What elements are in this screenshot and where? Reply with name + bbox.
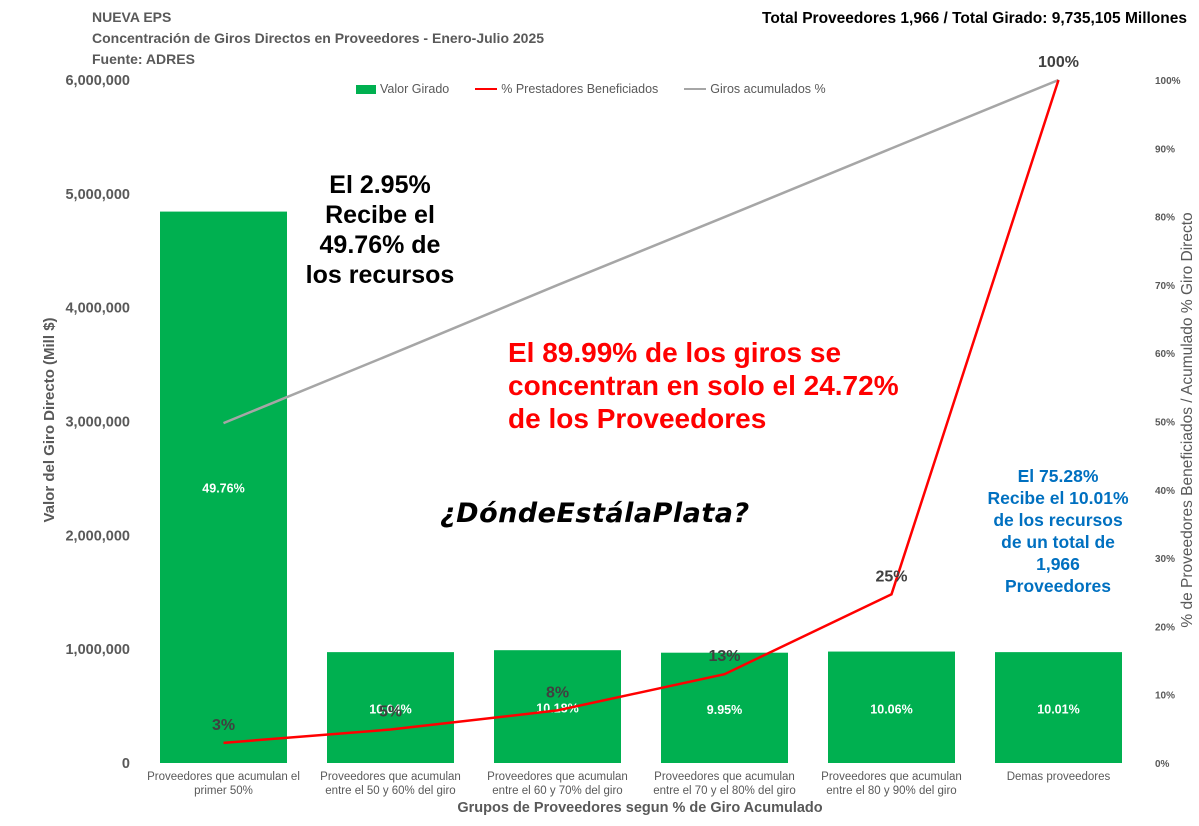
y2-tick-label: 10%: [1155, 691, 1175, 702]
annotation-top-share: El 2.95% Recibe el 49.76% de los recurso…: [305, 171, 455, 289]
line-label-4: 25%: [875, 568, 907, 585]
y-tick-label: 5,000,000: [65, 187, 130, 203]
total-summary: Total Proveedores 1,966 / Total Girado: …: [762, 10, 1187, 27]
legend-swatch-red: [475, 88, 498, 90]
y2-tick-label: 60%: [1155, 349, 1175, 360]
y2-tick-label: 30%: [1155, 554, 1175, 565]
y2-tick-label: 40%: [1155, 486, 1175, 497]
y2-tick-label: 80%: [1155, 213, 1175, 224]
y-tick-label: 4,000,000: [65, 301, 130, 317]
x-axis-title: Grupos de Proveedores segun % de Giro Ac…: [457, 800, 822, 816]
bar-label-1: 10.04%: [369, 703, 411, 717]
x-tick-label-3: entre el 70 y el 80% del giro: [653, 785, 796, 797]
y2-tick-label: 70%: [1155, 281, 1175, 292]
x-tick-label-1: entre el 50 y 60% del giro: [325, 785, 455, 797]
annotation-concentration: El 89.99% de los giros se concentran en …: [508, 337, 899, 434]
bar-0: [160, 211, 287, 764]
bar-label-3: 9.95%: [707, 703, 742, 717]
chart-org-title: NUEVA EPS: [92, 9, 172, 25]
line-label-5: 100%: [1038, 54, 1079, 71]
x-tick-label-2: entre el 60 y 70% del giro: [492, 785, 622, 797]
chart-title: Concentración de Giros Directos en Prove…: [92, 30, 545, 46]
x-tick-label-1: Proveedores que acumulan: [320, 771, 461, 783]
bar-label-2: 10.18%: [536, 702, 578, 716]
y-tick-label: 6,000,000: [65, 73, 130, 89]
hashtag-text: ¿DóndeEstálaPlata?: [440, 498, 750, 529]
legend-label-grey: Giros acumulados %: [710, 82, 826, 96]
line-label-2: 8%: [546, 684, 569, 701]
y2-tick-label: 90%: [1155, 144, 1175, 155]
x-tick-label-0: primer 50%: [194, 785, 253, 797]
y2-tick-label: 50%: [1155, 418, 1175, 429]
legend: Valor Girado % Prestadores Beneficiados …: [356, 82, 826, 96]
bar-4: [828, 651, 955, 763]
x-tick-label-3: Proveedores que acumulan: [654, 771, 795, 783]
y2-tick-label: 20%: [1155, 622, 1175, 633]
y2-tick-label: 0%: [1155, 759, 1170, 770]
legend-item-bar: Valor Girado: [356, 82, 449, 96]
legend-item-red: % Prestadores Beneficiados: [475, 82, 658, 96]
x-tick-label-5: Demas proveedores: [1007, 771, 1111, 783]
annotation-rest-share: El 75.28% Recibe el 10.01% de los recurs…: [987, 466, 1129, 596]
y2-tick-label: 100%: [1155, 76, 1181, 87]
y-axis-title: Valor del Giro Directo (Mill $): [41, 317, 58, 522]
legend-swatch-grey: [684, 88, 707, 90]
line-label-1: 5%: [379, 704, 402, 721]
line-label-0: 3%: [212, 717, 235, 734]
legend-label-red: % Prestadores Beneficiados: [501, 82, 659, 96]
series-line-prestadores: [223, 79, 1060, 745]
line-label-3: 13%: [708, 648, 740, 665]
bar-5: [995, 652, 1122, 763]
bar-label-5: 10.01%: [1037, 703, 1079, 717]
legend-label-bar: Valor Girado: [380, 82, 450, 96]
x-tick-label-4: Proveedores que acumulan: [821, 771, 962, 783]
chart-source: Fuente: ADRES: [92, 51, 195, 67]
y-tick-label: 1,000,000: [65, 642, 130, 658]
series-line-giros-acumulados: [223, 78, 1059, 425]
legend-item-grey: Giros acumulados %: [684, 82, 826, 96]
bar-1: [327, 652, 454, 763]
bar-2: [494, 650, 621, 763]
y-tick-label: 3,000,000: [65, 415, 130, 431]
bar-label-0: 49.76%: [202, 481, 244, 495]
y2-axis-title: % de Proveedores Beneficiados / Acumulad…: [1179, 212, 1196, 627]
y-tick-label: 0: [122, 756, 130, 772]
x-tick-label-2: Proveedores que acumulan: [487, 771, 628, 783]
x-tick-label-0: Proveedores que acumulan el: [147, 771, 300, 783]
legend-swatch-bar: [356, 84, 376, 94]
bar-3: [661, 652, 788, 763]
y-tick-label: 2,000,000: [65, 528, 130, 544]
x-tick-label-4: entre el 80 y 90% del giro: [826, 785, 956, 797]
bar-label-4: 10.06%: [870, 702, 912, 716]
